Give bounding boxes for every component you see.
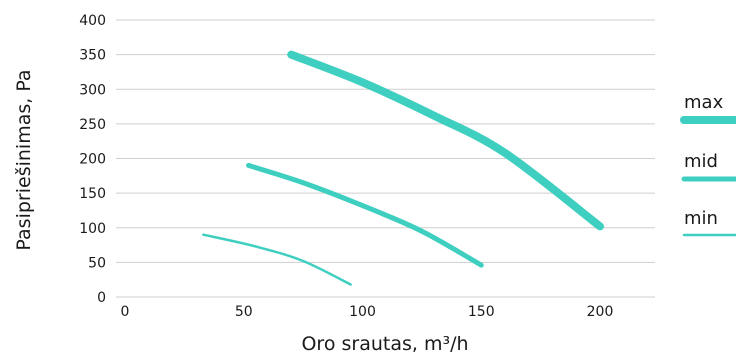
y-tick-label: 250 — [79, 117, 106, 133]
series-lines — [202, 50, 604, 286]
y-tick-label: 400 — [79, 13, 106, 29]
legend-label-min: min — [684, 208, 718, 229]
x-axis-title: Oro srautas, m³/h — [301, 333, 468, 355]
x-tick-label: 50 — [235, 304, 253, 320]
legend-label-mid: mid — [684, 151, 718, 172]
y-axis-title: Pasipriešinimas, Pa — [13, 69, 35, 250]
y-tick-label: 100 — [79, 221, 106, 237]
y-tick-label: 150 — [79, 186, 106, 202]
x-tick-label: 100 — [349, 304, 376, 320]
series-line-max — [287, 50, 604, 231]
y-tick-label: 200 — [79, 152, 106, 168]
legend-label-max: max — [684, 92, 724, 113]
y-tick-label: 50 — [88, 255, 106, 271]
x-tick-label: 0 — [121, 304, 130, 320]
series-line-min — [202, 233, 352, 286]
x-tick-label: 150 — [468, 304, 495, 320]
x-tick-label: 200 — [587, 304, 614, 320]
y-tick-label: 0 — [97, 290, 106, 306]
x-axis-ticks: 0 50 100 150 200 — [121, 304, 614, 320]
grid-lines — [116, 19, 655, 298]
series-line-mid — [246, 162, 484, 268]
y-axis-ticks: 0 50 100 150 200 250 300 350 400 — [79, 13, 106, 306]
y-tick-label: 300 — [79, 82, 106, 98]
legend: max mid min — [680, 92, 736, 237]
y-tick-label: 350 — [79, 48, 106, 64]
